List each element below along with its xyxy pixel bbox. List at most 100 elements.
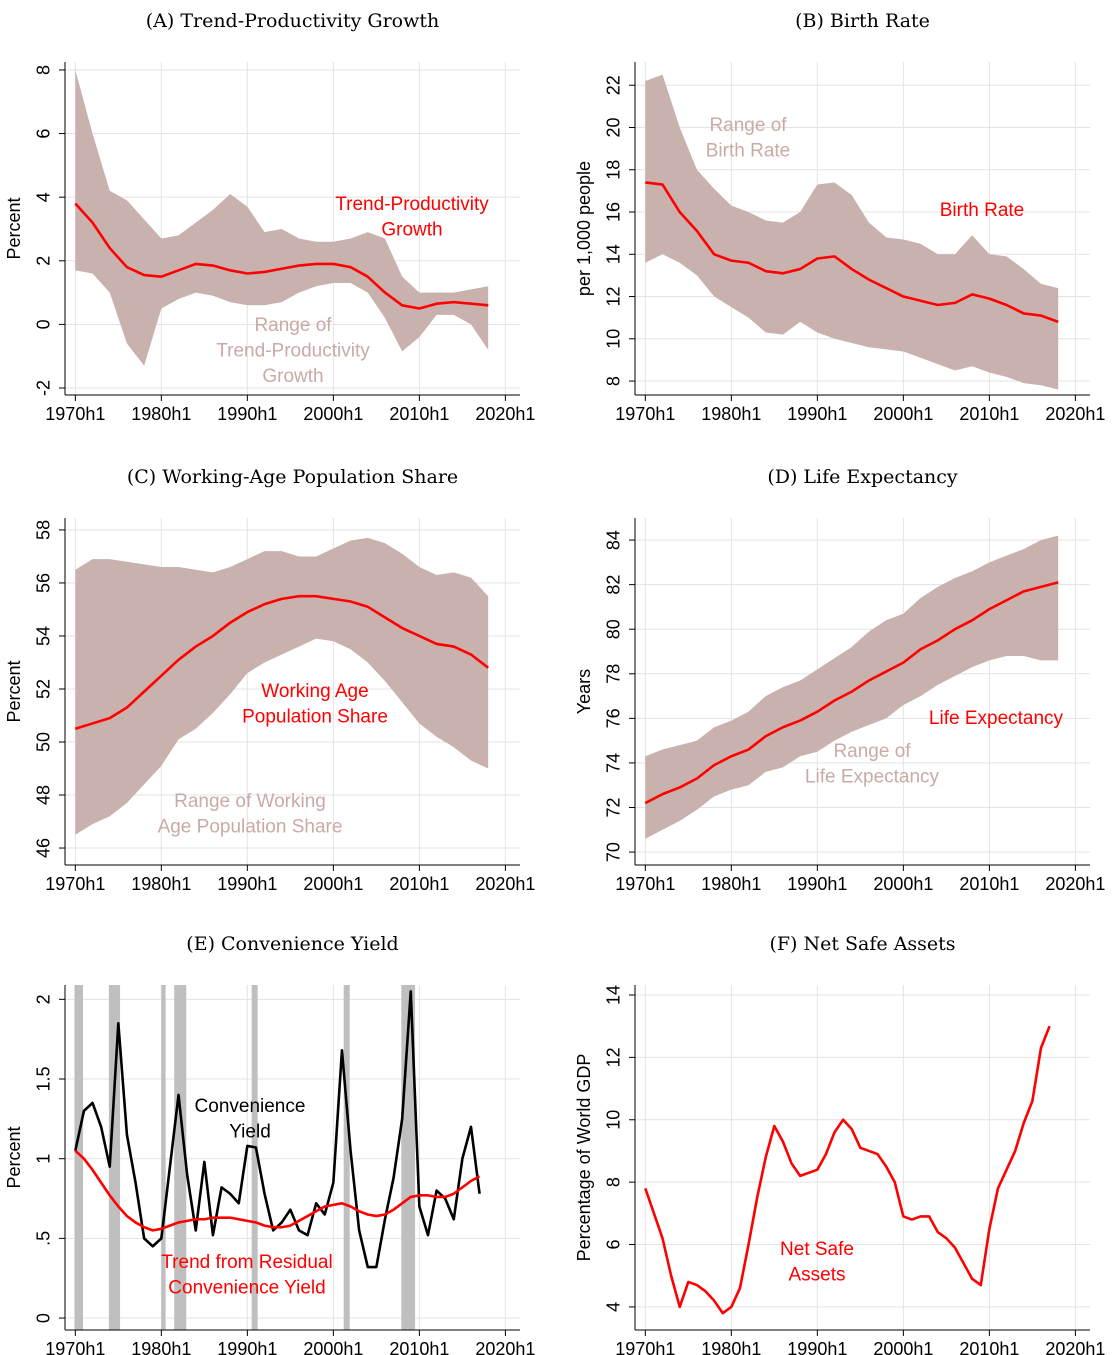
x-tick-label: 2020h1 <box>475 1339 535 1355</box>
annotation: Life Expectancy <box>805 767 940 788</box>
annotation: Growth <box>381 220 442 241</box>
x-tick-label: 2010h1 <box>389 1339 449 1355</box>
y-tick-label: 1.5 <box>34 1067 54 1092</box>
x-tick-label: 2010h1 <box>959 1339 1019 1355</box>
y-tick-label: 12 <box>604 287 624 307</box>
y-tick-label: 16 <box>604 202 624 222</box>
range-band <box>75 537 489 835</box>
annotation: Population Share <box>242 707 388 728</box>
x-tick-label: 1970h1 <box>45 874 105 894</box>
annotation: Growth <box>262 366 323 387</box>
y-tick-label: 10 <box>604 1110 624 1130</box>
y-tick-label: 4 <box>604 1302 624 1312</box>
y-tick-label: 1 <box>34 1154 54 1164</box>
y-tick-label: 70 <box>604 842 624 862</box>
recession-shade <box>161 985 166 1330</box>
y-tick-label: 8 <box>604 376 624 386</box>
panel-title: (F) Net Safe Assets <box>769 933 955 955</box>
y-tick-label: 50 <box>34 732 54 752</box>
panel-title: (A) Trend-Productivity Growth <box>146 10 440 32</box>
y-tick-label: .5 <box>34 1231 54 1246</box>
recession-shade <box>251 985 258 1330</box>
x-tick-label: 1980h1 <box>131 404 191 424</box>
range-band <box>645 74 1059 390</box>
y-axis-label: Percent <box>4 197 24 259</box>
panel-title: (C) Working-Age Population Share <box>127 466 458 488</box>
y-tick-label: 2 <box>34 994 54 1004</box>
y-tick-label: 46 <box>34 838 54 858</box>
x-tick-label: 1970h1 <box>615 404 675 424</box>
y-tick-label: 6 <box>34 129 54 139</box>
x-tick-label: 2010h1 <box>389 404 449 424</box>
series-line <box>644 581 1059 805</box>
x-tick-label: 1970h1 <box>615 874 675 894</box>
y-tick-label: 80 <box>604 619 624 639</box>
y-tick-label: 0 <box>34 319 54 329</box>
x-tick-label: 1990h1 <box>217 1339 277 1355</box>
y-axis-label: per 1,000 people <box>574 161 594 296</box>
y-tick-label: 14 <box>604 985 624 1005</box>
x-tick-label: 1990h1 <box>217 874 277 894</box>
y-tick-label: -2 <box>34 380 54 396</box>
y-axis-label: Years <box>574 669 594 714</box>
y-tick-label: 6 <box>604 1240 624 1250</box>
x-tick-label: 2020h1 <box>475 404 535 424</box>
series-line <box>74 594 489 730</box>
series-line <box>74 202 489 310</box>
annotation: Range of <box>833 741 911 762</box>
x-tick-label: 1980h1 <box>701 404 761 424</box>
x-tick-label: 2010h1 <box>389 874 449 894</box>
y-tick-label: 76 <box>604 708 624 728</box>
y-tick-label: 10 <box>604 329 624 349</box>
x-tick-label: 1990h1 <box>787 404 847 424</box>
y-axis-label: Percentage of World GDP <box>574 1054 594 1262</box>
annotation: Trend-Productivity <box>335 194 489 215</box>
recession-shade <box>74 985 84 1330</box>
x-tick-label: 1990h1 <box>787 874 847 894</box>
panel: (F) Net Safe Assets Percentage of World G… <box>574 933 1106 1355</box>
y-tick-label: 78 <box>604 664 624 684</box>
annotation: Trend-Productivity <box>216 341 370 362</box>
panel-title: (B) Birth Rate <box>795 10 930 32</box>
y-axis-label: Percent <box>4 1126 24 1188</box>
x-tick-label: 2020h1 <box>1045 874 1105 894</box>
recession-shade <box>174 985 187 1330</box>
x-tick-label: 1980h1 <box>131 874 191 894</box>
x-tick-label: 2010h1 <box>959 404 1019 424</box>
y-tick-label: 56 <box>34 573 54 593</box>
annotation: Range of Working <box>174 791 326 812</box>
panel-title: (D) Life Expectancy <box>767 466 958 488</box>
x-tick-label: 2020h1 <box>1045 1339 1105 1355</box>
panel: (D) Life Expectancy Years 1970h1 1980h1 1990… <box>574 466 1106 894</box>
annotation: Range of <box>709 115 787 136</box>
annotation: Birth Rate <box>940 200 1024 221</box>
x-tick-label: 1980h1 <box>131 1339 191 1355</box>
y-tick-label: 58 <box>34 520 54 540</box>
y-tick-label: 20 <box>604 117 624 137</box>
y-tick-label: 84 <box>604 530 624 550</box>
y-tick-label: 0 <box>34 1313 54 1323</box>
x-tick-label: 1970h1 <box>45 404 105 424</box>
x-tick-label: 2000h1 <box>303 874 363 894</box>
x-tick-label: 1990h1 <box>217 404 277 424</box>
x-tick-label: 1990h1 <box>787 1339 847 1355</box>
x-tick-label: 2000h1 <box>873 404 933 424</box>
x-tick-label: 1980h1 <box>701 874 761 894</box>
y-tick-label: 48 <box>34 785 54 805</box>
x-tick-label: 1970h1 <box>615 1339 675 1355</box>
y-tick-label: 12 <box>604 1047 624 1067</box>
recession-shade <box>108 985 121 1330</box>
x-tick-label: 2000h1 <box>303 1339 363 1355</box>
x-tick-label: 2020h1 <box>1045 404 1105 424</box>
x-tick-label: 2000h1 <box>873 874 933 894</box>
x-tick-label: 1980h1 <box>701 1339 761 1355</box>
x-tick-label: 2010h1 <box>959 874 1019 894</box>
annotation: Convenience Yield <box>168 1278 325 1299</box>
annotation: Yield <box>229 1122 271 1143</box>
x-tick-label: 2000h1 <box>873 1339 933 1355</box>
annotation: Working Age <box>261 681 368 702</box>
panel: (B) Birth Rate per 1,000 people 1970h1 1980… <box>574 10 1106 424</box>
annotation: Life Expectancy <box>929 708 1064 729</box>
y-tick-label: 54 <box>34 626 54 646</box>
